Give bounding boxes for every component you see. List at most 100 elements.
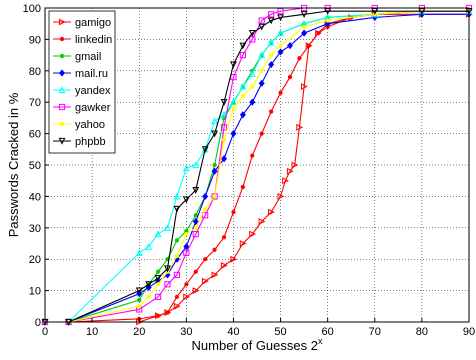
data-point bbox=[231, 106, 236, 111]
data-point bbox=[183, 293, 191, 301]
data-point bbox=[268, 11, 275, 18]
data-point bbox=[269, 53, 274, 58]
data-point bbox=[193, 269, 198, 274]
data-point bbox=[250, 84, 255, 89]
data-point bbox=[239, 111, 246, 119]
y-tick-label: 30 bbox=[29, 223, 41, 235]
data-point bbox=[259, 68, 264, 73]
data-point bbox=[211, 271, 219, 279]
x-tick-label: 0 bbox=[42, 326, 48, 338]
x-tick-label: 40 bbox=[227, 326, 239, 338]
data-point bbox=[192, 161, 200, 169]
data-point bbox=[202, 277, 209, 285]
data-point bbox=[135, 287, 143, 295]
data-point bbox=[277, 192, 285, 200]
data-point bbox=[258, 218, 266, 225]
data-point bbox=[173, 271, 181, 278]
legend-label: linkedin bbox=[75, 34, 112, 46]
legend-label: phpbb bbox=[75, 136, 106, 148]
data-point bbox=[268, 60, 275, 69]
y-tick-label: 10 bbox=[29, 286, 41, 298]
data-point bbox=[212, 247, 217, 252]
data-point bbox=[164, 281, 171, 288]
legend-swatch-marker bbox=[59, 69, 65, 77]
data-point bbox=[258, 17, 265, 24]
data-point bbox=[286, 167, 294, 175]
data-point bbox=[231, 210, 236, 215]
data-point bbox=[230, 130, 237, 138]
data-point bbox=[240, 184, 245, 190]
series-line bbox=[45, 10, 469, 323]
data-point bbox=[269, 109, 274, 114]
data-point bbox=[277, 29, 284, 37]
data-point bbox=[297, 56, 302, 61]
data-point bbox=[212, 194, 217, 199]
data-point bbox=[183, 243, 190, 251]
data-point bbox=[154, 293, 162, 300]
data-point bbox=[182, 196, 190, 204]
legend-label: gmail bbox=[75, 51, 101, 63]
data-point bbox=[145, 242, 153, 250]
data-point bbox=[184, 282, 189, 287]
x-tick-label: 80 bbox=[416, 326, 428, 338]
legend-item: yahoo bbox=[53, 119, 105, 131]
data-point bbox=[239, 52, 246, 59]
legend-swatch-marker bbox=[59, 121, 65, 127]
data-point bbox=[174, 238, 180, 243]
y-tick-label: 70 bbox=[29, 97, 41, 109]
data-point bbox=[418, 8, 426, 15]
data-point bbox=[249, 230, 257, 238]
data-point bbox=[267, 38, 275, 46]
data-point bbox=[182, 164, 190, 172]
legend-item: phpbb bbox=[53, 136, 106, 148]
data-point bbox=[301, 83, 308, 90]
data-point bbox=[174, 253, 180, 259]
legend-swatch-marker bbox=[58, 86, 66, 94]
data-point bbox=[239, 240, 247, 247]
legend-item: linkedin bbox=[53, 34, 112, 46]
x-tick-label: 10 bbox=[86, 326, 98, 338]
y-axis-label: Passwords Cracked in % bbox=[6, 92, 21, 237]
data-point bbox=[212, 162, 217, 168]
data-point bbox=[306, 43, 311, 48]
legend-item: gamigo bbox=[53, 17, 111, 29]
data-point bbox=[278, 90, 283, 95]
data-point bbox=[173, 205, 181, 213]
data-point bbox=[248, 70, 256, 78]
legend-label: yahoo bbox=[75, 119, 105, 131]
data-point bbox=[145, 281, 153, 289]
data-point bbox=[258, 79, 265, 87]
data-point bbox=[155, 282, 161, 287]
data-point bbox=[277, 48, 284, 56]
legend: gamigo linkedin gmail mail.ru yandex gawker ya… bbox=[48, 10, 116, 154]
data-point bbox=[239, 42, 247, 50]
data-point bbox=[173, 302, 181, 310]
data-point bbox=[154, 230, 162, 238]
data-point bbox=[325, 18, 330, 23]
data-point bbox=[258, 23, 266, 31]
legend-swatch-marker bbox=[58, 18, 66, 26]
data-point bbox=[155, 269, 161, 274]
data-point bbox=[220, 262, 228, 269]
data-point bbox=[192, 217, 199, 226]
y-tick-label: 0 bbox=[35, 317, 41, 329]
data-point bbox=[164, 224, 171, 231]
data-point bbox=[221, 235, 227, 240]
data-point bbox=[230, 98, 237, 106]
data-point bbox=[221, 155, 228, 163]
legend-label: yandex bbox=[75, 85, 111, 97]
x-tick-label: 20 bbox=[133, 326, 145, 338]
data-point bbox=[193, 225, 198, 230]
data-point bbox=[300, 11, 308, 18]
data-point bbox=[202, 192, 209, 200]
x-tick-label: 70 bbox=[369, 326, 381, 338]
data-point bbox=[301, 29, 308, 37]
data-point bbox=[183, 249, 190, 257]
data-point bbox=[239, 82, 247, 90]
data-point bbox=[137, 297, 142, 303]
legend-label: gawker bbox=[75, 102, 111, 114]
data-point bbox=[230, 61, 237, 69]
data-point bbox=[165, 310, 170, 315]
data-point bbox=[211, 130, 219, 138]
data-point bbox=[282, 177, 289, 185]
